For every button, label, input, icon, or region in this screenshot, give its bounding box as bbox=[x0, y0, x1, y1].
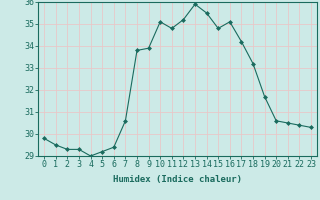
X-axis label: Humidex (Indice chaleur): Humidex (Indice chaleur) bbox=[113, 175, 242, 184]
